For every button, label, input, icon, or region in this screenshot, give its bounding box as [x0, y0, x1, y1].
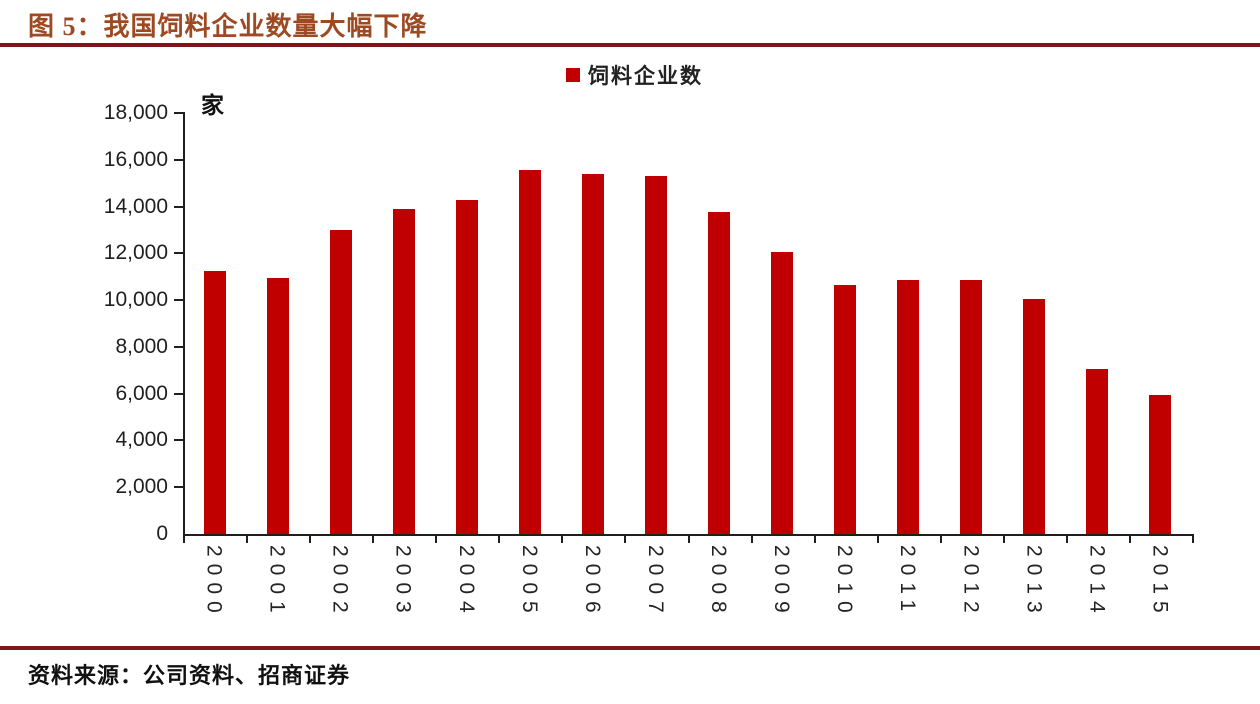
bar-2002 [329, 229, 352, 534]
figure-title: 图 5：我国饲料企业数量大幅下降 [28, 12, 428, 41]
x-axis-tick-label: 2008 [707, 545, 731, 620]
x-axis-tick-label: 2009 [770, 545, 794, 620]
bar-2012 [960, 280, 983, 534]
chart-legend: 饲料企业数 [566, 60, 703, 90]
footer-rule [0, 646, 1260, 650]
x-axis-tick-label: 2000 [202, 545, 226, 620]
bar-2000 [203, 270, 226, 534]
y-axis-tick-label: 10,000 [103, 288, 168, 312]
x-axis-tick [688, 536, 690, 543]
y-axis-tick [174, 345, 183, 348]
x-axis-tick [1003, 536, 1005, 543]
x-axis-tick-label: 2014 [1085, 545, 1109, 620]
bar-2003 [392, 208, 415, 534]
y-axis-tick-label: 16,000 [103, 147, 168, 171]
y-axis-tick-label: 4,000 [115, 428, 168, 452]
x-axis-tick [624, 536, 626, 543]
y-axis-tick [174, 392, 183, 395]
bar-2013 [1023, 298, 1046, 534]
bar-2008 [708, 212, 731, 534]
bar-2001 [266, 277, 289, 534]
y-axis-tick-label: 12,000 [103, 241, 168, 265]
x-axis-tick-label: 2003 [391, 545, 415, 620]
y-axis-tick-label: 14,000 [103, 194, 168, 218]
x-axis-tick [246, 536, 248, 543]
x-axis-tick [1129, 536, 1131, 543]
legend-label: 饲料企业数 [588, 64, 703, 88]
legend-swatch-icon [566, 68, 580, 82]
x-axis-tick-label: 2004 [454, 545, 478, 620]
y-axis-tick [174, 252, 183, 255]
bar-2011 [897, 280, 920, 534]
x-axis-tick-label: 2002 [328, 545, 352, 620]
y-axis-tick [174, 299, 183, 302]
y-axis-tick [174, 486, 183, 489]
bar-2007 [644, 176, 667, 534]
y-axis-tick [174, 158, 183, 161]
y-axis-tick [174, 439, 183, 442]
x-axis-tick [751, 536, 753, 543]
x-axis-tick [877, 536, 879, 543]
x-axis-tick-label: 2010 [833, 545, 857, 620]
bar-2014 [1086, 369, 1109, 534]
y-axis-tick-label: 2,000 [115, 475, 168, 499]
bar-2010 [834, 284, 857, 534]
x-axis-tick-label: 2013 [1022, 545, 1046, 620]
x-axis-tick [372, 536, 374, 543]
y-axis-tick-label: 18,000 [103, 101, 168, 124]
bar-2004 [455, 199, 478, 534]
x-axis-tick [183, 536, 185, 543]
x-axis-tick [814, 536, 816, 543]
x-axis-tick [561, 536, 563, 543]
x-axis-tick [1192, 536, 1194, 543]
x-axis-tick [435, 536, 437, 543]
bar-2009 [771, 252, 794, 534]
y-axis-unit-label: 家 [201, 93, 224, 118]
bar-2015 [1149, 394, 1172, 534]
x-axis-tick [1066, 536, 1068, 543]
y-axis-tick-label: 8,000 [115, 334, 168, 358]
bar-2006 [581, 173, 604, 534]
y-axis-tick-label: 0 [156, 522, 168, 545]
title-underline-rule [0, 43, 1260, 47]
x-axis-tick-label: 2015 [1148, 545, 1172, 620]
x-axis-line [183, 534, 1194, 536]
x-axis-tick [940, 536, 942, 543]
x-axis-tick-label: 2006 [580, 545, 604, 620]
x-axis-tick-label: 2001 [265, 545, 289, 620]
x-axis-tick-label: 2012 [959, 545, 983, 620]
y-axis-tick-label: 6,000 [115, 381, 168, 405]
bar-2005 [518, 170, 541, 534]
y-axis-tick [174, 205, 183, 208]
x-axis-tick-label: 2011 [896, 545, 920, 619]
x-axis-tick [309, 536, 311, 543]
y-axis-tick [174, 112, 183, 114]
x-axis-tick [498, 536, 500, 543]
source-note: 资料来源：公司资料、招商证券 [28, 663, 351, 688]
y-axis-line [183, 112, 185, 536]
x-axis-tick-label: 2005 [517, 545, 541, 620]
x-axis-tick-label: 2007 [643, 545, 667, 620]
